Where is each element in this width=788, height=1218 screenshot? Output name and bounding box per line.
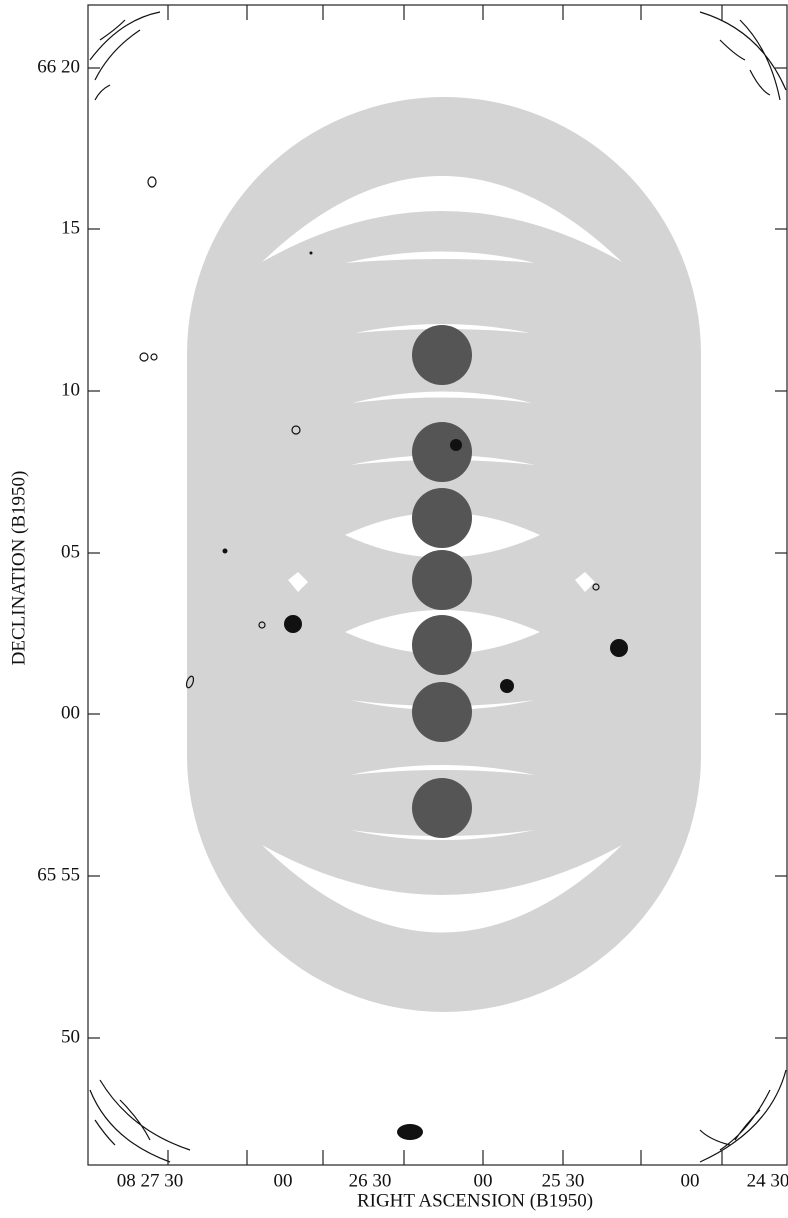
source	[412, 550, 472, 610]
x-tick-label: 25 30	[542, 1170, 585, 1191]
map	[90, 12, 786, 1162]
blob	[310, 252, 313, 255]
y-tick-label: 10	[61, 379, 80, 400]
corner-noise	[700, 1070, 786, 1162]
x-tick-label: 26 30	[349, 1170, 392, 1191]
blob	[450, 439, 462, 451]
contour	[140, 353, 148, 361]
corner-noise	[90, 1080, 190, 1162]
y-tick-label: 66 20	[37, 56, 80, 77]
y-tick-label: 50	[61, 1026, 80, 1047]
y-tick-label: 05	[61, 541, 80, 562]
blob	[610, 639, 628, 657]
contour	[148, 177, 156, 187]
blob	[397, 1124, 423, 1140]
y-axis-label: DECLINATION (B1950)	[8, 471, 29, 666]
x-tick-label: 00	[681, 1170, 700, 1191]
source	[412, 615, 472, 675]
source	[412, 682, 472, 742]
source	[412, 488, 472, 548]
x-tick-label: 00	[274, 1170, 293, 1191]
contour	[151, 354, 157, 360]
source	[412, 325, 472, 385]
blob	[284, 615, 302, 633]
corner-noise	[90, 12, 160, 100]
y-tick-label: 65 55	[37, 864, 80, 885]
blob	[223, 549, 228, 554]
source	[412, 778, 472, 838]
figure: 66 20 15 10 05 00 65 55 50 08 27 30 00 26 30 00 25 …	[0, 0, 788, 1218]
x-tick-label: 00	[474, 1170, 493, 1191]
corner-noise	[700, 12, 786, 100]
x-tick-label: 24 30	[747, 1170, 788, 1191]
y-tick-label: 15	[61, 217, 80, 238]
x-axis-label: RIGHT ASCENSION (B1950)	[357, 1190, 593, 1211]
x-tick-label: 08 27 30	[117, 1170, 184, 1191]
blob	[500, 679, 514, 693]
y-tick-label: 00	[61, 702, 80, 723]
source	[412, 422, 472, 482]
